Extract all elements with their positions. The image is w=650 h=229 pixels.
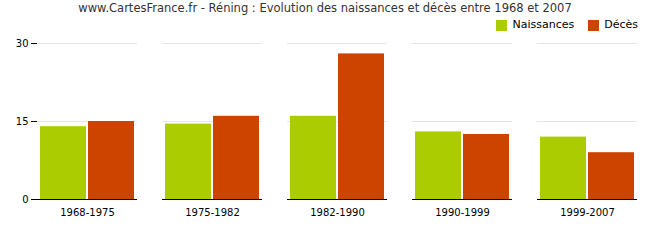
svg-text:30: 30	[16, 38, 29, 49]
svg-text:15: 15	[16, 116, 29, 127]
html-text:Naissances: Naissances	[512, 18, 575, 31]
svg-text:1999-2007: 1999-2007	[560, 207, 615, 218]
html-text:Décès: Décès	[604, 18, 638, 31]
svg-text:1968-1975: 1968-1975	[60, 207, 115, 218]
svg-text:1990-1999: 1990-1999	[435, 207, 490, 218]
svg-text:0: 0	[22, 194, 28, 205]
svg-text:1975-1982: 1975-1982	[185, 207, 240, 218]
html-text:www.CartesFrance.fr - Réning :: www.CartesFrance.fr - Réning : Evolution…	[78, 1, 572, 15]
svg-text:1982-1990: 1982-1990	[310, 207, 365, 218]
